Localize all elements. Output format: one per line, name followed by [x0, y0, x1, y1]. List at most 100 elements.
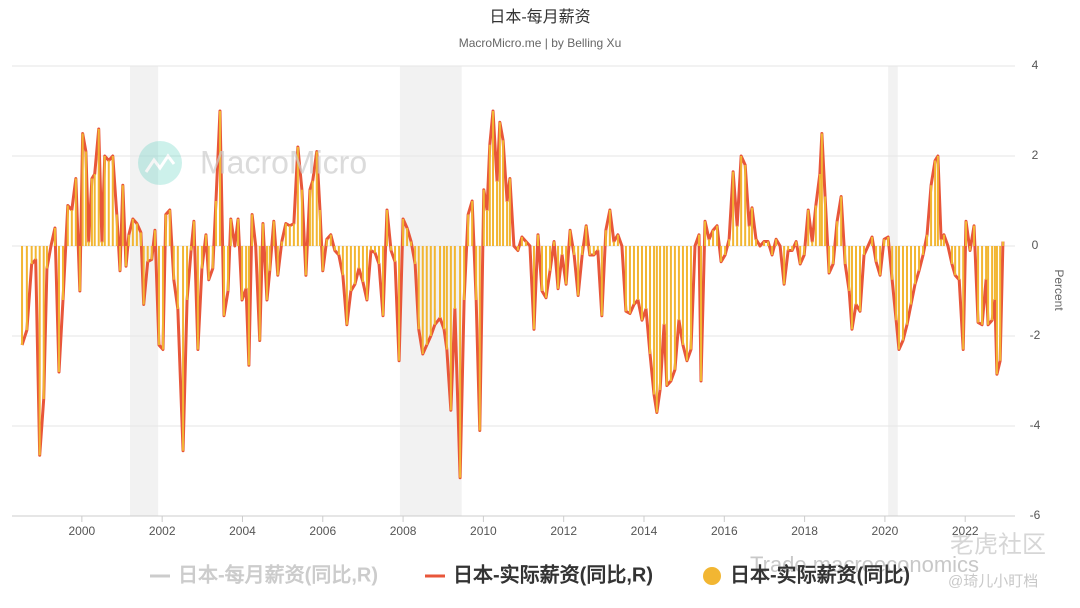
- bar: [261, 223, 264, 246]
- bar: [119, 246, 122, 271]
- bar: [34, 246, 37, 260]
- x-tick-label: 2004: [229, 524, 256, 538]
- x-tick-label: 2012: [550, 524, 577, 538]
- bar: [467, 214, 470, 246]
- bar: [689, 246, 692, 350]
- x-tick-label: 2008: [390, 524, 417, 538]
- bar: [97, 129, 100, 246]
- bar: [229, 219, 232, 246]
- bar: [820, 133, 823, 246]
- bar: [207, 246, 210, 280]
- bar: [910, 246, 913, 305]
- bar: [557, 246, 560, 289]
- legend-label[interactable]: 日本-每月薪资(同比,R): [178, 562, 378, 586]
- bar: [891, 246, 894, 280]
- bar: [315, 151, 318, 246]
- bar: [107, 160, 110, 246]
- bar: [863, 246, 866, 255]
- bar: [463, 246, 466, 300]
- bar: [482, 189, 485, 246]
- bar: [962, 246, 965, 350]
- plot: [12, 65, 1015, 522]
- x-tick-label: 2000: [69, 524, 96, 538]
- bar: [433, 246, 436, 325]
- bar: [21, 246, 24, 345]
- bar: [361, 246, 364, 282]
- bar-series: [21, 111, 1004, 478]
- legend-label[interactable]: 日本-实际薪资(同比): [730, 562, 910, 586]
- bar: [685, 246, 688, 361]
- bar: [377, 246, 380, 264]
- bar: [103, 156, 106, 246]
- bar: [325, 239, 328, 246]
- bar: [748, 225, 751, 246]
- bar: [875, 246, 878, 262]
- bar: [172, 246, 175, 280]
- bar: [926, 234, 929, 246]
- bar: [196, 246, 199, 350]
- bar: [485, 210, 488, 246]
- bar: [84, 151, 87, 246]
- x-tick-label: 2002: [149, 524, 176, 538]
- bar: [604, 230, 607, 246]
- legend-symbol: [703, 567, 721, 585]
- bar: [653, 246, 656, 395]
- bar: [836, 221, 839, 246]
- bar: [318, 210, 321, 246]
- bar: [561, 246, 564, 255]
- x-tick-label: 2010: [470, 524, 497, 538]
- bar: [724, 246, 727, 255]
- bar: [245, 246, 248, 289]
- bar: [341, 246, 344, 276]
- bar: [628, 246, 631, 314]
- bar: [237, 219, 240, 246]
- bar: [61, 246, 64, 300]
- bar: [541, 246, 544, 291]
- bar: [127, 234, 130, 246]
- bar: [478, 246, 481, 431]
- bar: [698, 234, 701, 246]
- bar: [936, 156, 939, 246]
- bar: [665, 246, 668, 386]
- bar: [771, 246, 774, 255]
- watermark-text: @琦儿小盯档: [948, 573, 1038, 590]
- bar: [414, 246, 417, 264]
- watermark: MacroMicro: [200, 144, 367, 180]
- bar: [227, 246, 230, 291]
- bar: [965, 221, 968, 246]
- chart-subtitle: MacroMicro.me | by Belling Xu: [459, 36, 622, 50]
- bar: [645, 246, 648, 309]
- bar: [357, 246, 360, 269]
- bar: [369, 246, 372, 251]
- bar: [53, 228, 56, 246]
- bar: [818, 174, 821, 246]
- bar: [520, 237, 523, 246]
- bar: [977, 246, 980, 323]
- y-tick-label: 2: [1032, 148, 1039, 162]
- bar: [329, 234, 332, 246]
- bar: [659, 246, 662, 390]
- legend-label[interactable]: 日本-实际薪资(同比,R): [453, 562, 653, 586]
- bar: [871, 237, 874, 246]
- bar: [987, 246, 990, 325]
- bar: [365, 246, 368, 300]
- bar: [153, 230, 156, 246]
- bar: [390, 246, 393, 251]
- bar: [296, 147, 299, 246]
- bar: [1001, 241, 1004, 246]
- bar: [241, 246, 244, 300]
- bar: [496, 180, 499, 246]
- bar: [394, 246, 397, 262]
- bar: [553, 241, 556, 246]
- bar: [677, 246, 680, 321]
- bar: [311, 180, 314, 246]
- bar: [488, 144, 491, 246]
- bar: [914, 246, 917, 285]
- bar: [608, 210, 611, 246]
- bar: [954, 246, 957, 276]
- bar: [940, 239, 943, 246]
- bar: [45, 246, 48, 269]
- bar: [214, 201, 217, 246]
- bar: [879, 246, 882, 276]
- watermark-text: 老虎社区: [950, 531, 1046, 558]
